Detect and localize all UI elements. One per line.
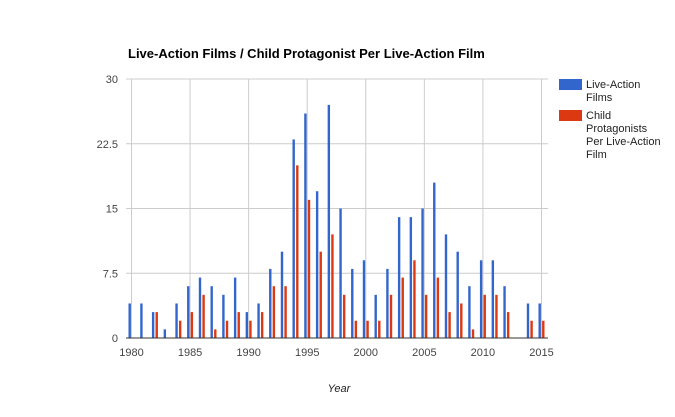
bars xyxy=(128,104,545,339)
x-tick-label: 1990 xyxy=(236,347,260,359)
bar-child-protagonists xyxy=(436,277,440,338)
legend-swatch xyxy=(559,110,582,121)
bar-child-protagonists xyxy=(155,312,158,338)
bar-films xyxy=(187,286,190,338)
legend-label: Protagonists xyxy=(586,123,648,135)
bar-child-protagonists xyxy=(448,312,451,338)
y-tick-label: 22.5 xyxy=(97,139,118,151)
bar-films xyxy=(468,286,471,338)
y-tick-label: 30 xyxy=(106,74,118,86)
bar-films xyxy=(222,294,225,338)
bar-films xyxy=(433,182,436,338)
bar-child-protagonists xyxy=(260,312,264,338)
x-tick-label: 2000 xyxy=(354,347,378,359)
bar-child-protagonists xyxy=(542,320,545,338)
bar-child-protagonists xyxy=(354,320,358,338)
bar-films xyxy=(503,286,506,338)
ticks: 0 7.5 15 22.5 30 1980 1985 1990 1995 2000 2005 2010… xyxy=(97,74,554,359)
legend-label: Film xyxy=(586,149,607,161)
bar-child-protagonists xyxy=(296,165,299,338)
bar-child-protagonists xyxy=(530,320,533,338)
bar-films xyxy=(327,104,331,339)
bar-child-protagonists xyxy=(214,329,217,338)
bar-films xyxy=(280,251,284,338)
bar-child-protagonists xyxy=(366,320,369,338)
legend-swatch xyxy=(559,79,582,90)
bar-films xyxy=(128,303,131,338)
x-tick-label: 2015 xyxy=(529,347,553,359)
bar-films xyxy=(526,303,530,338)
bar-child-protagonists xyxy=(178,320,182,338)
bar-films xyxy=(198,277,202,338)
bar-child-protagonists xyxy=(401,277,404,338)
y-tick-label: 7.5 xyxy=(103,268,118,280)
y-tick-label: 15 xyxy=(106,204,118,216)
bar-child-protagonists xyxy=(307,199,311,338)
bar-child-protagonists xyxy=(190,312,194,338)
bar-films xyxy=(304,113,307,338)
x-tick-label: 2010 xyxy=(471,347,495,359)
bar-films xyxy=(409,217,413,338)
bar-films xyxy=(421,208,424,338)
bar-child-protagonists xyxy=(225,320,229,338)
bar-child-protagonists xyxy=(331,234,334,338)
bar-films xyxy=(456,251,459,338)
bar-films xyxy=(444,234,448,338)
bar-child-protagonists xyxy=(506,312,510,338)
bar-child-protagonists xyxy=(495,294,498,338)
legend-label: Child xyxy=(586,110,611,122)
bar-child-protagonists xyxy=(460,303,463,338)
bar-films xyxy=(339,208,342,338)
grid xyxy=(126,78,548,338)
bar-films xyxy=(210,286,213,338)
x-tick-label: 1995 xyxy=(295,347,319,359)
bar-child-protagonists xyxy=(249,320,252,338)
legend-label: Per Live-Action xyxy=(586,136,661,148)
bar-films xyxy=(269,268,272,338)
bar-child-protagonists xyxy=(342,294,346,338)
bar-films xyxy=(538,303,541,338)
bar-child-protagonists xyxy=(237,312,240,338)
legend-label: Live-Action xyxy=(586,79,640,91)
bar-films xyxy=(374,294,377,338)
bar-child-protagonists xyxy=(272,286,276,338)
bar-films xyxy=(479,260,483,338)
x-tick-label: 1985 xyxy=(178,347,202,359)
bar-child-protagonists xyxy=(424,294,428,338)
bar-child-protagonists xyxy=(284,286,287,338)
bar-films xyxy=(257,303,260,338)
bar-child-protagonists xyxy=(389,294,393,338)
bar-child-protagonists xyxy=(483,294,486,338)
bar-child-protagonists xyxy=(471,329,475,338)
bar-films xyxy=(163,329,167,338)
bar-films xyxy=(491,260,495,338)
bar-child-protagonists xyxy=(202,294,205,338)
bar-films xyxy=(351,268,354,338)
bar-films xyxy=(362,260,366,338)
x-tick-label: 1980 xyxy=(119,347,143,359)
bar-films xyxy=(292,139,295,338)
x-tick-label: 2005 xyxy=(412,347,436,359)
bar-films xyxy=(386,268,389,338)
bar-child-protagonists xyxy=(378,320,381,338)
bar-films xyxy=(245,312,249,338)
bar-child-protagonists xyxy=(319,251,322,338)
bar-films xyxy=(315,191,319,338)
y-tick-label: 0 xyxy=(112,333,118,345)
bar-films xyxy=(151,312,155,338)
bar-films xyxy=(233,277,237,338)
bar-films xyxy=(397,217,401,338)
bar-films xyxy=(140,303,143,338)
bar-films xyxy=(175,303,178,338)
bar-child-protagonists xyxy=(413,260,416,338)
x-axis-label: Year xyxy=(328,383,352,395)
legend-label: Films xyxy=(586,92,613,104)
chart-title: Live-Action Films / Child Protagonist Pe… xyxy=(128,46,485,61)
